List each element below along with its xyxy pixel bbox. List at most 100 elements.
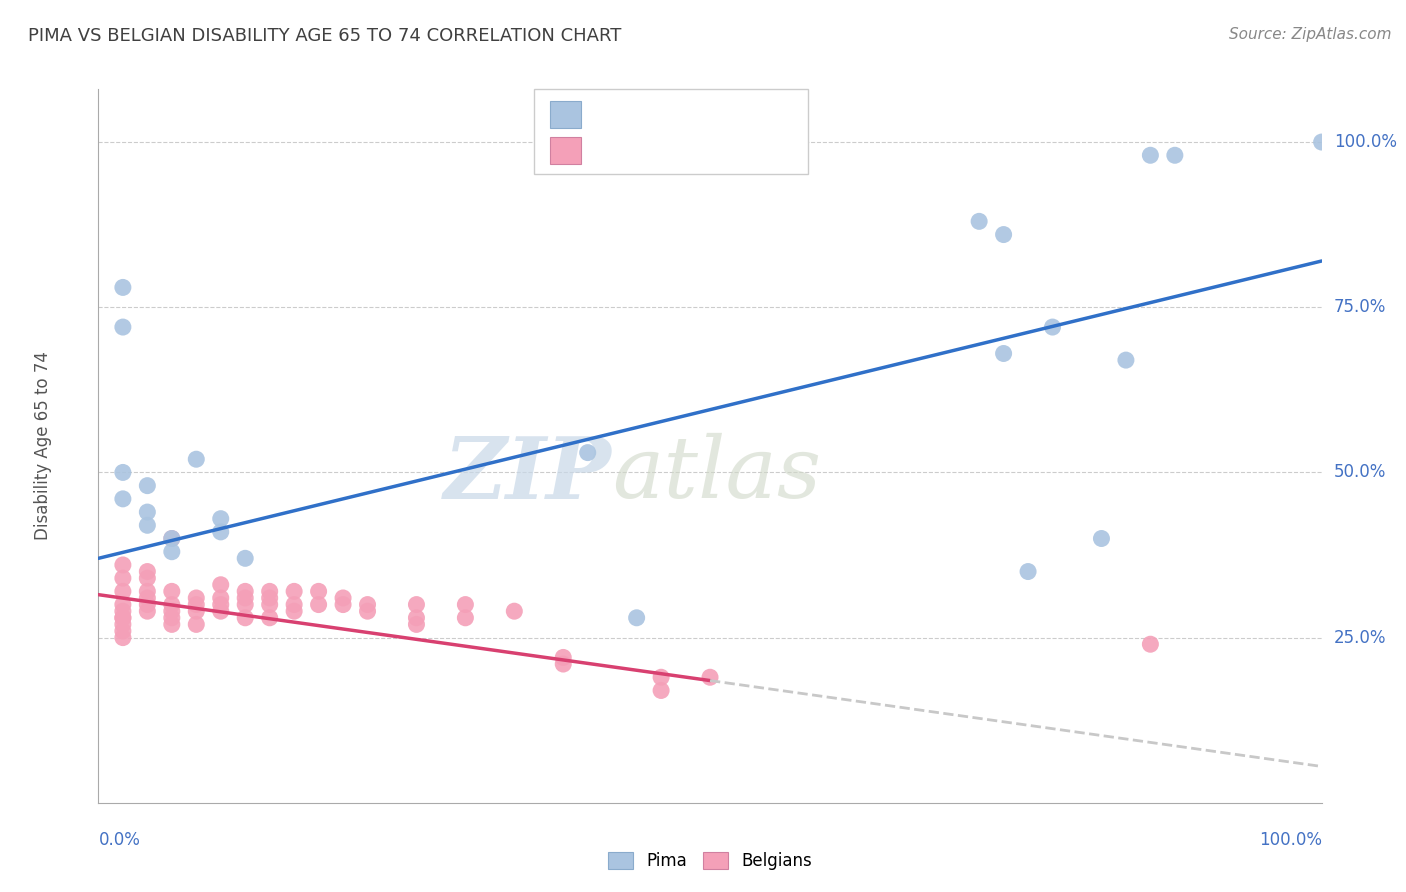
Text: 0.686: 0.686 [631, 105, 683, 123]
Point [160, 545, 183, 559]
Point [1042, 320, 1064, 334]
Point [283, 604, 305, 618]
Point [209, 604, 232, 618]
Point [553, 657, 575, 671]
Point [553, 650, 575, 665]
Text: -0.296: -0.296 [631, 142, 690, 160]
Point [111, 558, 134, 572]
Point [259, 598, 281, 612]
Point [503, 604, 526, 618]
Point [186, 591, 208, 605]
Point [136, 478, 159, 492]
Point [259, 584, 281, 599]
Point [186, 617, 208, 632]
Point [405, 598, 427, 612]
Point [160, 604, 183, 618]
Point [1017, 565, 1039, 579]
Text: 75.0%: 75.0% [1334, 298, 1386, 317]
Point [576, 445, 599, 459]
Point [111, 611, 134, 625]
Point [160, 611, 183, 625]
Point [650, 670, 672, 684]
Point [259, 611, 281, 625]
Point [111, 598, 134, 612]
Text: PIMA VS BELGIAN DISABILITY AGE 65 TO 74 CORRELATION CHART: PIMA VS BELGIAN DISABILITY AGE 65 TO 74 … [28, 27, 621, 45]
Point [650, 683, 672, 698]
Text: Disability Age 65 to 74: Disability Age 65 to 74 [34, 351, 52, 541]
Point [111, 617, 134, 632]
Text: 100.0%: 100.0% [1334, 133, 1398, 151]
Point [111, 611, 134, 625]
Point [283, 584, 305, 599]
Point [111, 491, 134, 506]
Text: atlas: atlas [612, 434, 821, 516]
Text: 48: 48 [733, 142, 755, 160]
Text: 100.0%: 100.0% [1258, 831, 1322, 849]
Point [308, 598, 330, 612]
Point [233, 591, 256, 605]
Point [136, 584, 159, 599]
Text: R =: R = [592, 142, 628, 160]
Point [111, 624, 134, 638]
Point [454, 611, 477, 625]
Point [111, 466, 134, 480]
Text: 0.0%: 0.0% [98, 831, 141, 849]
Point [160, 584, 183, 599]
Point [1310, 135, 1333, 149]
Text: ZIP: ZIP [444, 433, 612, 516]
Point [136, 565, 159, 579]
Point [454, 598, 477, 612]
Point [111, 584, 134, 599]
Point [209, 598, 232, 612]
Point [233, 551, 256, 566]
Point [209, 578, 232, 592]
Point [136, 591, 159, 605]
Text: 25.0%: 25.0% [1334, 629, 1386, 647]
Point [233, 611, 256, 625]
Point [332, 591, 354, 605]
Text: Source: ZipAtlas.com: Source: ZipAtlas.com [1229, 27, 1392, 42]
Point [136, 505, 159, 519]
Text: N =: N = [686, 105, 734, 123]
Point [283, 598, 305, 612]
Point [1164, 148, 1187, 162]
Point [111, 571, 134, 585]
Point [111, 280, 134, 294]
Text: 50.0%: 50.0% [1334, 464, 1386, 482]
Point [356, 598, 378, 612]
Point [233, 584, 256, 599]
Point [259, 591, 281, 605]
Point [332, 598, 354, 612]
Point [1139, 637, 1161, 651]
Text: R =: R = [592, 105, 628, 123]
Point [160, 598, 183, 612]
Point [186, 598, 208, 612]
Point [136, 518, 159, 533]
Point [1090, 532, 1112, 546]
Point [186, 604, 208, 618]
Point [186, 452, 208, 467]
Point [111, 320, 134, 334]
Point [111, 631, 134, 645]
Point [967, 214, 990, 228]
Legend: Pima, Belgians: Pima, Belgians [600, 845, 820, 877]
Point [356, 604, 378, 618]
Point [1139, 148, 1161, 162]
Point [136, 571, 159, 585]
Point [993, 346, 1015, 360]
Point [405, 611, 427, 625]
Point [308, 584, 330, 599]
Point [160, 532, 183, 546]
Point [136, 598, 159, 612]
Point [626, 611, 648, 625]
Text: 28: 28 [733, 105, 755, 123]
Point [699, 670, 721, 684]
Point [209, 524, 232, 539]
Point [993, 227, 1015, 242]
Point [405, 617, 427, 632]
Point [1115, 353, 1137, 368]
Point [160, 617, 183, 632]
Point [160, 532, 183, 546]
Text: N =: N = [686, 142, 734, 160]
Point [233, 598, 256, 612]
